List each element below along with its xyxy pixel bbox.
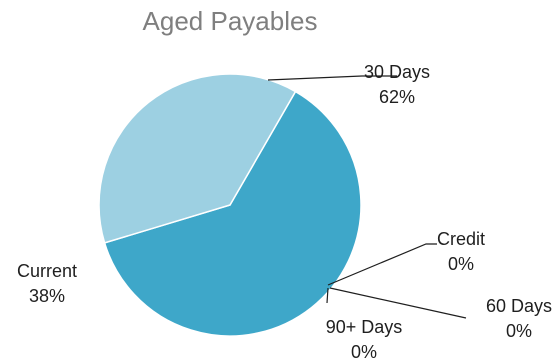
data-label-category-60-days: 60 Days — [486, 296, 552, 316]
leader-line-credit — [327, 243, 437, 286]
pie-slice-current — [98, 73, 297, 244]
pie-slices — [98, 73, 362, 337]
leader-line-30-days — [267, 75, 397, 81]
data-label-category-credit: Credit — [437, 229, 485, 249]
data-label-value-credit: 0% — [448, 254, 474, 274]
data-label-category-current: Current — [17, 261, 77, 281]
data-labels: 30 Days 62% Credit 0% 60 Days 0% 90+ Days 0% Cur… — [17, 62, 552, 362]
leader-line-60-days — [329, 287, 467, 319]
data-label-value-90-days: 0% — [351, 342, 377, 362]
data-label-category-90-days: 90+ Days — [326, 317, 403, 337]
pie-slice-30-days — [103, 90, 362, 337]
data-label-value-current: 38% — [29, 286, 65, 306]
chart-title: Aged Payables — [143, 6, 318, 36]
leader-lines — [267, 75, 467, 319]
data-label-category-30-days: 30 Days — [364, 62, 430, 82]
data-label-value-30-days: 62% — [379, 87, 415, 107]
leader-line-90-days — [326, 287, 329, 304]
data-label-value-60-days: 0% — [506, 321, 532, 341]
